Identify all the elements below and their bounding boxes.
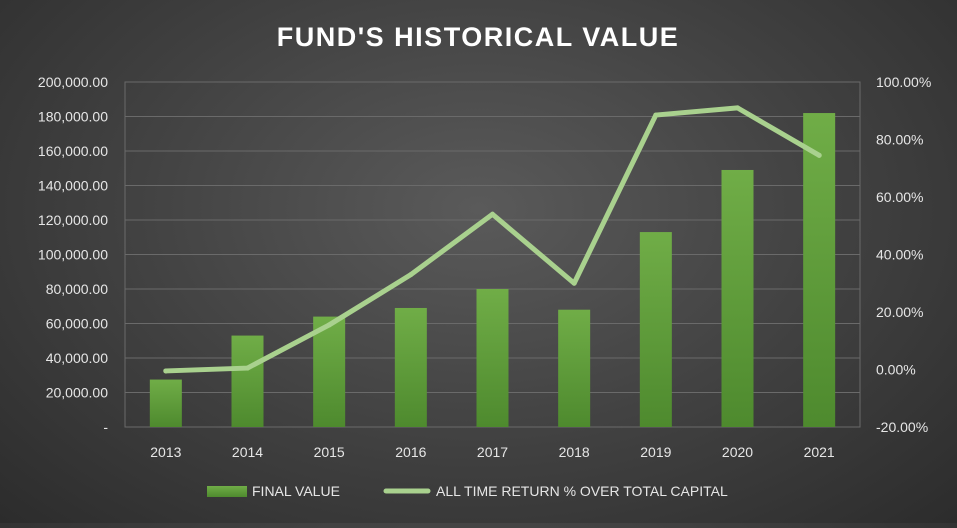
bar [231,335,264,427]
left-tick-label: 180,000.00 [38,109,108,125]
left-tick-label: 160,000.00 [38,143,108,159]
left-tick-label: - [103,419,108,435]
right-tick-label: 20.00% [876,304,923,320]
bar [558,309,591,427]
x-axis: 2013 2014 2015 2016 2017 2018 2019 2020 2021 [150,444,835,460]
line-series [163,105,822,374]
bar [721,169,754,427]
left-tick-label: 120,000.00 [38,212,108,228]
line-point [816,152,822,158]
line-point [163,368,169,374]
bar [476,289,509,427]
line-point [653,112,659,118]
chart-title: FUND'S HISTORICAL VALUE [277,22,679,52]
bar-series [149,113,836,428]
right-tick-label: 0.00% [876,362,916,378]
right-tick-label: 60.00% [876,189,923,205]
x-tick-label: 2017 [477,444,508,460]
left-tick-label: 80,000.00 [46,281,108,297]
right-axis: -20.00% 0.00% 20.00% 40.00% 60.00% 80.00% 100.… [876,74,931,435]
line-point [571,280,577,286]
left-tick-label: 100,000.00 [38,247,108,263]
x-tick-label: 2021 [804,444,835,460]
right-tick-label: -20.00% [876,419,928,435]
bar [313,316,346,427]
x-tick-label: 2018 [559,444,590,460]
line-point [408,272,414,278]
x-tick-label: 2019 [640,444,671,460]
x-tick-label: 2016 [395,444,426,460]
x-tick-label: 2014 [232,444,263,460]
left-tick-label: 60,000.00 [46,316,108,332]
bar [803,113,836,428]
x-tick-label: 2015 [314,444,345,460]
left-tick-label: 140,000.00 [38,178,108,194]
bar [149,379,182,427]
right-tick-label: 100.00% [876,74,931,90]
right-tick-label: 80.00% [876,132,923,148]
legend-label-line: ALL TIME RETURN % OVER TOTAL CAPITAL [436,483,728,499]
legend-label-bar: FINAL VALUE [252,483,340,499]
legend: FINAL VALUE ALL TIME RETURN % OVER TOTAL … [207,483,728,499]
bar [394,307,427,427]
line-point [735,105,740,111]
left-tick-label: 20,000.00 [46,385,108,401]
bar [639,232,672,427]
left-tick-label: 40,000.00 [46,350,108,366]
line-point [326,322,332,328]
x-tick-label: 2020 [722,444,753,460]
right-tick-label: 40.00% [876,247,923,263]
line-point [490,211,495,217]
line-point [245,365,250,371]
left-tick-label: 200,000.00 [38,74,108,90]
legend-swatch-bar [207,486,247,497]
x-tick-label: 2013 [150,444,181,460]
left-axis: - 20,000.00 40,000.00 60,000.00 80,000.00 100… [38,74,108,435]
